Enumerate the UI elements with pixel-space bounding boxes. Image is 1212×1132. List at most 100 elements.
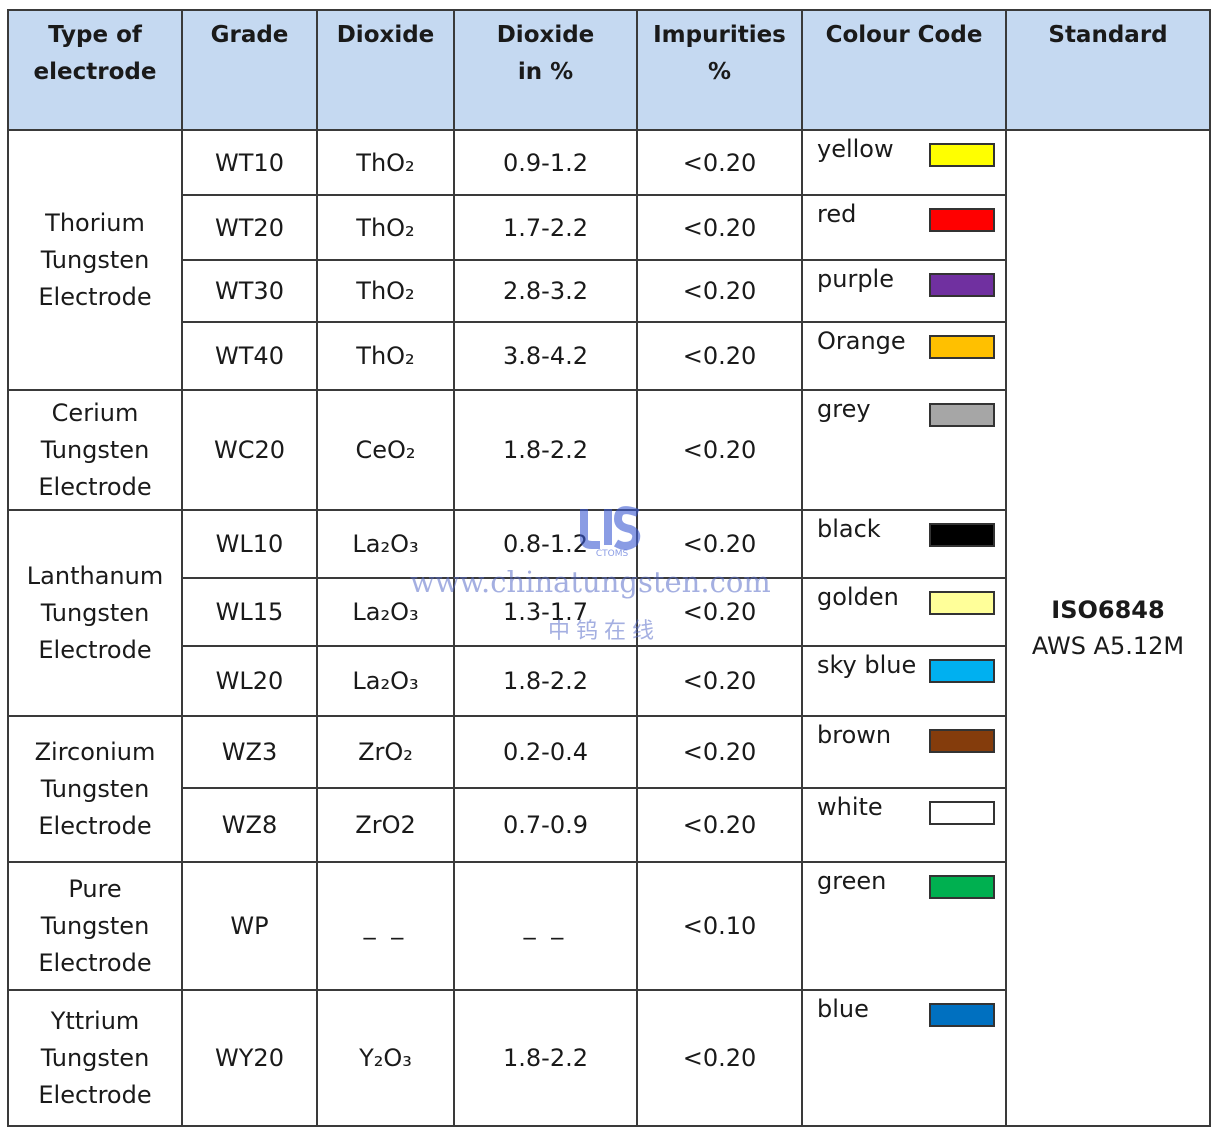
colour-swatch — [929, 523, 995, 547]
dioxide-cell: La₂O₃ — [316, 509, 455, 579]
standard-aws: AWS A5.12M — [1031, 632, 1185, 660]
header-dioxide-percent-line1: Dioxide — [496, 22, 595, 48]
grade-cell: WT30 — [181, 259, 318, 323]
colour-name: green — [817, 867, 887, 895]
grade-cell: WT20 — [181, 194, 318, 261]
colour-swatch — [929, 801, 995, 825]
colour-code-cell: purple — [801, 259, 1007, 323]
dioxide-percent-cell: 1.7-2.2 — [453, 194, 638, 261]
header-colour-code: Colour Code — [801, 9, 1007, 131]
colour-name: black — [817, 515, 881, 543]
electrode-type-cell: Pure Tungsten Electrode — [7, 861, 183, 991]
dioxide-cell: ThO₂ — [316, 259, 455, 323]
colour-code-cell: golden — [801, 577, 1007, 647]
table-row: WT20 ThO₂ 1.7-2.2 <0.20 red — [8, 194, 1210, 261]
dioxide-percent-cell: _ _ — [453, 861, 638, 991]
electrode-type-line: Electrode — [38, 635, 152, 664]
colour-swatch — [929, 403, 995, 427]
electrode-type-cell: Thorium Tungsten Electrode — [7, 129, 183, 391]
electrode-type-line: Tungsten — [40, 1043, 150, 1072]
colour-name: sky blue — [817, 651, 917, 679]
dioxide-percent-cell: 0.7-0.9 — [453, 787, 638, 863]
header-impurities-line2: % — [707, 59, 732, 85]
electrode-type-line: Tungsten — [40, 598, 150, 627]
dioxide-percent-cell: 0.8-1.2 — [453, 509, 638, 579]
header-dioxide: Dioxide — [316, 9, 455, 131]
dioxide-percent-cell: 3.8-4.2 — [453, 321, 638, 391]
electrode-type-cell: Yttrium Tungsten Electrode — [7, 989, 183, 1127]
colour-swatch — [929, 591, 995, 615]
table-row: Pure Tungsten Electrode WP _ _ _ _ <0.10 green — [7, 861, 1210, 991]
electrode-type-line: Lanthanum — [26, 561, 164, 590]
colour-code-cell: Orange — [801, 321, 1007, 391]
grade-cell: WC20 — [181, 389, 318, 511]
header-row: Type of electrode Grade Dioxide Dioxide in… — [7, 9, 1211, 131]
grade-cell: WL15 — [181, 577, 318, 647]
impurities-cell: <0.20 — [636, 787, 803, 863]
dioxide-cell: ZrO₂ — [316, 715, 455, 789]
colour-code-cell: grey — [801, 389, 1007, 511]
table-row: WZ8 ZrO2 0.7-0.9 <0.20 white — [8, 787, 1210, 863]
grade-cell: WZ8 — [181, 787, 318, 863]
table-row: WT40 ThO₂ 3.8-4.2 <0.20 Orange — [8, 321, 1210, 391]
table-row: WL20 La₂O₃ 1.8-2.2 <0.20 sky blue — [8, 645, 1210, 717]
electrode-type-line: Pure — [68, 874, 122, 903]
dioxide-cell: CeO₂ — [316, 389, 455, 511]
dioxide-percent-cell: 1.8-2.2 — [453, 389, 638, 511]
colour-code-cell: blue — [801, 989, 1007, 1127]
dioxide-percent-cell: 1.8-2.2 — [453, 989, 638, 1127]
dioxide-percent-cell: 1.8-2.2 — [453, 645, 638, 717]
dioxide-percent-cell: 1.3-1.7 — [453, 577, 638, 647]
table-row: Cerium Tungsten Electrode WC20 CeO₂ 1.8-2.2 <0… — [7, 389, 1210, 511]
colour-swatch — [929, 273, 995, 297]
header-impurities-line1: Impurities — [653, 22, 786, 48]
dioxide-cell: ThO₂ — [316, 129, 455, 196]
colour-swatch — [929, 143, 995, 167]
electrode-type-line: Thorium — [45, 208, 145, 237]
colour-name: white — [817, 793, 883, 821]
impurities-cell: <0.20 — [636, 989, 803, 1127]
table-row: Thorium Tungsten Electrode WT10 ThO₂ 0.9-1.2 <… — [7, 129, 1211, 1127]
dioxide-cell: La₂O₃ — [316, 577, 455, 647]
colour-code-cell: green — [801, 861, 1007, 991]
electrode-type-line: Zirconium — [34, 737, 156, 766]
electrode-type-line: Electrode — [38, 282, 152, 311]
dioxide-cell: ZrO2 — [316, 787, 455, 863]
impurities-cell: <0.20 — [636, 645, 803, 717]
electrode-type-line: Cerium — [51, 398, 139, 427]
dioxide-percent-cell: 0.2-0.4 — [453, 715, 638, 789]
standard-cell: ISO6848 AWS A5.12M — [1005, 129, 1211, 1127]
colour-swatch — [929, 875, 995, 899]
table-body: Thorium Tungsten Electrode WT10 ThO₂ 0.9-1.2 <… — [7, 129, 1211, 1127]
dioxide-cell: Y₂O₃ — [316, 989, 455, 1127]
grade-cell: WL20 — [181, 645, 318, 717]
electrode-type-line: Tungsten — [40, 774, 150, 803]
colour-code-cell: black — [801, 509, 1007, 579]
colour-code-cell: white — [801, 787, 1007, 863]
colour-swatch — [929, 729, 995, 753]
impurities-cell: <0.20 — [636, 129, 803, 196]
header-impurities: Impurities% — [636, 9, 803, 131]
colour-name: golden — [817, 583, 899, 611]
grade-cell: WT10 — [181, 129, 318, 196]
header-grade: Grade — [181, 9, 318, 131]
electrode-type-line: Electrode — [38, 1080, 152, 1109]
electrode-type-line: Tungsten — [40, 911, 150, 940]
electrode-type-line: Yttrium — [50, 1006, 140, 1035]
colour-code-cell: sky blue — [801, 645, 1007, 717]
colour-swatch — [929, 208, 995, 232]
impurities-cell: <0.20 — [636, 321, 803, 391]
electrode-table: Type of electrode Grade Dioxide Dioxide in… — [7, 9, 1211, 1127]
colour-code-cell: yellow — [801, 129, 1007, 196]
dioxide-cell: _ _ — [316, 861, 455, 991]
colour-swatch — [929, 1003, 995, 1027]
grade-cell: WT40 — [181, 321, 318, 391]
colour-name: brown — [817, 721, 892, 749]
dioxide-percent-cell: 2.8-3.2 — [453, 259, 638, 323]
table-row: WT30 ThO₂ 2.8-3.2 <0.20 purple — [8, 259, 1210, 323]
impurities-cell: <0.10 — [636, 861, 803, 991]
colour-name: purple — [817, 265, 894, 293]
electrode-type-cell: Cerium Tungsten Electrode — [7, 389, 183, 511]
header-type: Type of electrode — [7, 9, 183, 131]
dioxide-cell: ThO₂ — [316, 194, 455, 261]
